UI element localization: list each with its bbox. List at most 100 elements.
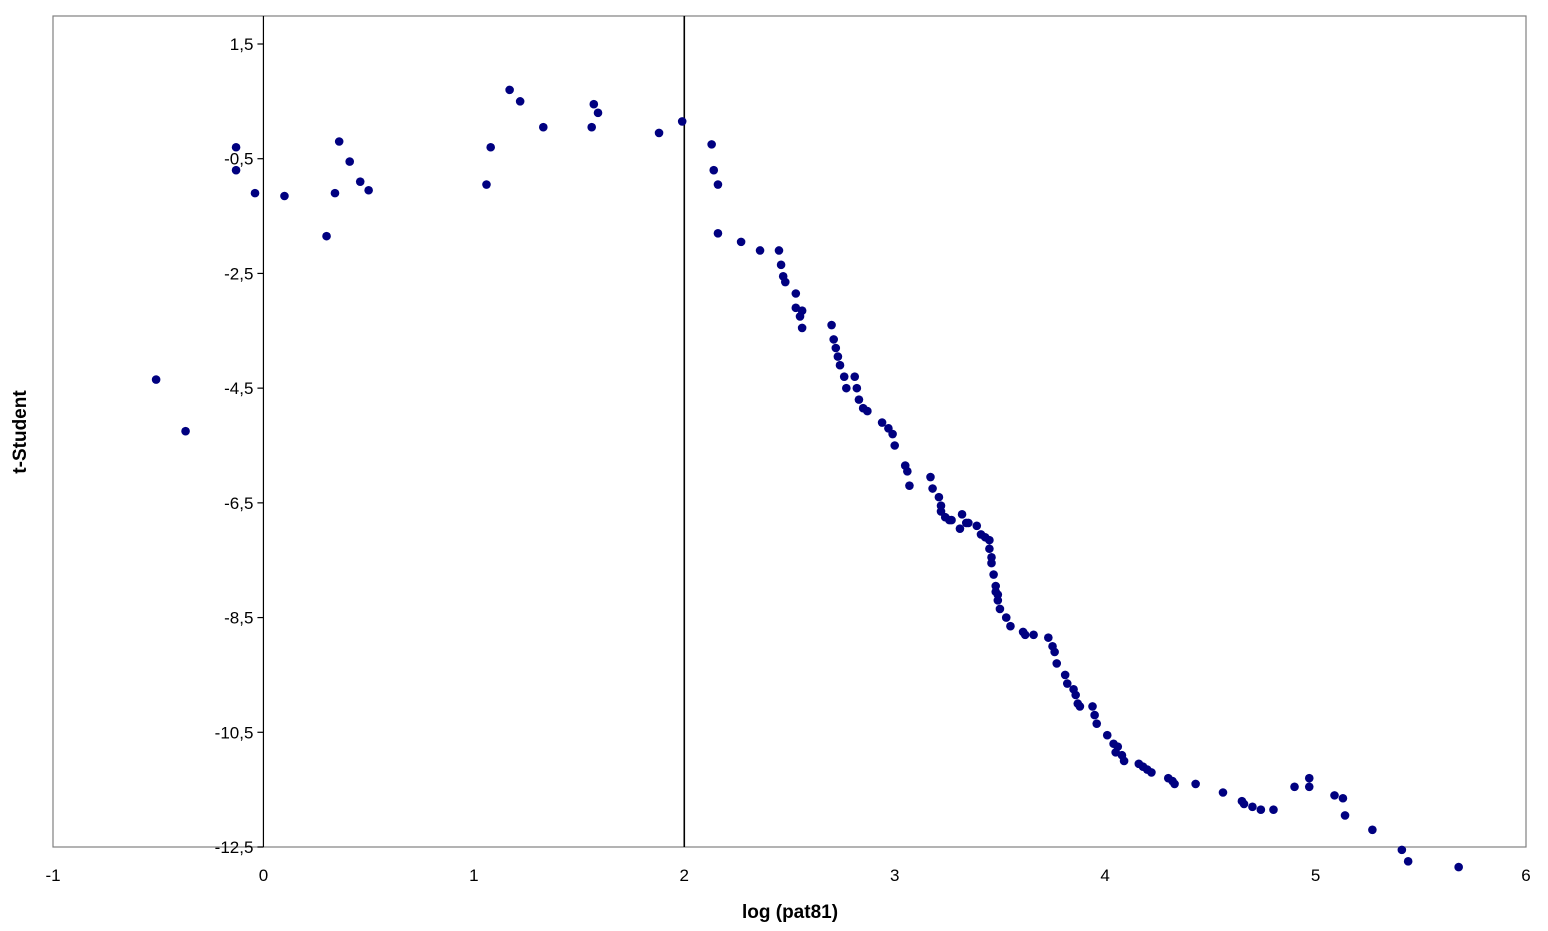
y-tick-label: -2,5 — [224, 264, 253, 283]
data-point — [482, 180, 491, 189]
data-point — [538, 122, 548, 132]
data-point — [852, 383, 862, 393]
data-point — [854, 395, 864, 404]
data-point — [947, 515, 956, 525]
data-point — [1071, 690, 1080, 700]
data-point — [1088, 702, 1097, 711]
data-point — [1239, 799, 1249, 809]
data-point — [280, 191, 289, 201]
data-point — [987, 558, 996, 568]
data-point — [1050, 647, 1059, 657]
data-point — [1090, 710, 1099, 720]
data-point — [1403, 857, 1413, 866]
data-point — [322, 231, 331, 241]
data-point — [791, 289, 801, 298]
data-point — [709, 165, 719, 175]
data-point — [955, 524, 965, 533]
data-point — [995, 604, 1005, 614]
x-tick-label: 4 — [1100, 866, 1109, 885]
data-point — [486, 142, 495, 152]
data-point — [972, 521, 982, 531]
data-point — [1119, 756, 1129, 766]
x-axis-title: log (pat81) — [742, 902, 838, 923]
data-point — [989, 570, 998, 579]
data-point — [1113, 742, 1123, 751]
data-point — [1102, 730, 1112, 740]
data-point — [334, 137, 344, 146]
data-point — [677, 117, 687, 126]
y-axis-title: t-Student — [10, 390, 31, 474]
data-point — [231, 142, 241, 152]
data-point — [833, 352, 843, 361]
x-tick-label: 6 — [1521, 866, 1530, 885]
data-point — [713, 180, 723, 189]
y-axis-ticks: 1,5 -0,5 -2,5 -4,5 -6,5 -8,5 -10,5 -12,5 — [215, 35, 264, 857]
data-point — [926, 472, 935, 482]
data-point — [515, 97, 525, 106]
data-point — [1075, 702, 1085, 711]
x-tick-label: 1 — [469, 866, 478, 885]
data-point — [985, 535, 994, 545]
data-point — [888, 429, 897, 439]
data-point — [829, 335, 838, 344]
data-point — [842, 383, 851, 393]
x-tick-label: 0 — [259, 866, 268, 885]
y-tick-label: -10,5 — [215, 723, 254, 742]
data-point — [1092, 719, 1102, 728]
data-point — [928, 484, 937, 493]
data-point — [1340, 811, 1350, 820]
data-point — [589, 99, 599, 109]
data-point — [1256, 805, 1266, 815]
data-point — [1269, 805, 1278, 815]
data-point — [934, 492, 944, 502]
data-point — [905, 481, 914, 490]
data-point — [1001, 613, 1011, 622]
data-point — [1368, 825, 1377, 835]
x-tick-label: 3 — [890, 866, 899, 885]
data-point — [355, 177, 365, 186]
data-point — [151, 375, 161, 384]
data-point — [831, 343, 841, 353]
data-point — [505, 85, 514, 95]
y-tick-label: 1,5 — [230, 35, 254, 54]
data-point — [780, 277, 790, 287]
y-tick-label: -0,5 — [224, 150, 253, 169]
data-point — [1304, 773, 1314, 783]
data-point — [1330, 791, 1339, 800]
data-point — [903, 467, 912, 476]
data-point — [1248, 802, 1257, 812]
data-point — [1062, 679, 1072, 688]
data-point — [587, 122, 596, 132]
data-point — [839, 372, 849, 381]
x-axis-ticks: -1 0 1 2 3 4 5 6 — [45, 866, 1530, 885]
data-point — [707, 140, 716, 149]
data-point — [330, 188, 340, 198]
data-point — [1454, 862, 1463, 872]
data-point — [250, 188, 260, 198]
data-point — [774, 246, 784, 255]
y-tick-label: -12,5 — [215, 838, 254, 857]
y-tick-label: -4,5 — [224, 379, 253, 398]
data-point — [863, 406, 872, 416]
data-point — [736, 237, 746, 247]
data-point — [181, 426, 190, 436]
y-tick-label: -8,5 — [224, 609, 253, 628]
data-point — [993, 596, 1003, 605]
data-point — [835, 360, 845, 370]
x-tick-label: 5 — [1311, 866, 1320, 885]
data-point — [654, 128, 664, 138]
data-point — [957, 510, 967, 519]
data-point — [1397, 845, 1407, 855]
data-point — [713, 228, 723, 238]
data-point — [985, 544, 994, 554]
data-point — [755, 246, 765, 255]
data-point — [964, 518, 973, 528]
data-point — [827, 320, 836, 330]
y-tick-label: -6,5 — [224, 494, 253, 513]
data-point — [1290, 782, 1299, 792]
data-point — [1304, 782, 1314, 792]
data-point — [797, 306, 807, 316]
x-tick-label: 2 — [680, 866, 689, 885]
